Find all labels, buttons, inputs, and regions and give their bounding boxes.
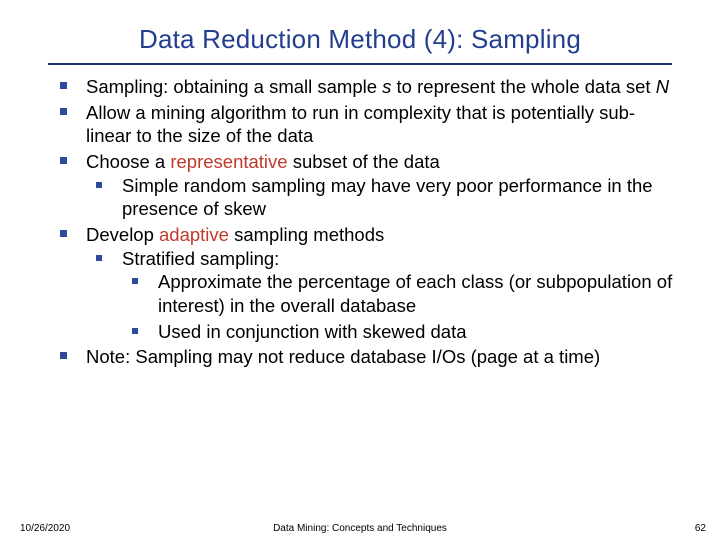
bullet-item: Stratified sampling: Approximate the per… (86, 247, 680, 344)
bullet-list-level2: Stratified sampling: Approximate the per… (86, 247, 680, 344)
text-fragment: subset of the data (288, 151, 440, 172)
slide-content: Sampling: obtaining a small sample s to … (0, 75, 720, 369)
text-fragment: Choose a (86, 151, 170, 172)
slide: Data Reduction Method (4): Sampling Samp… (0, 0, 720, 540)
bullet-text: Note: Sampling may not reduce database I… (86, 346, 600, 367)
bullet-item: Note: Sampling may not reduce database I… (50, 345, 680, 369)
bullet-item: Simple random sampling may have very poo… (86, 174, 680, 221)
bullet-item: Approximate the percentage of each class… (122, 270, 680, 317)
square-bullet-icon (96, 255, 102, 261)
bullet-text: Stratified sampling: (122, 248, 279, 269)
highlight-text: representative (170, 151, 287, 172)
square-bullet-icon (60, 82, 67, 89)
square-bullet-icon (60, 108, 67, 115)
square-bullet-icon (132, 278, 138, 284)
bullet-item: Used in conjunction with skewed data (122, 320, 680, 344)
bullet-list-level1: Sampling: obtaining a small sample s to … (50, 75, 680, 369)
bullet-list-level3: Approximate the percentage of each class… (122, 270, 680, 343)
text-fragment: Sampling: obtaining a small sample (86, 76, 382, 97)
text-fragment: sampling methods (229, 224, 384, 245)
square-bullet-icon (96, 182, 102, 188)
bullet-text: Used in conjunction with skewed data (158, 321, 467, 342)
bullet-text: Simple random sampling may have very poo… (122, 175, 653, 220)
bullet-text: Choose a representative subset of the da… (86, 151, 440, 172)
bullet-list-level2: Simple random sampling may have very poo… (86, 174, 680, 221)
bullet-text: Develop adaptive sampling methods (86, 224, 384, 245)
bullet-text: Sampling: obtaining a small sample s to … (86, 76, 669, 97)
slide-title: Data Reduction Method (4): Sampling (0, 0, 720, 63)
italic-text: N (656, 76, 669, 97)
square-bullet-icon (60, 157, 67, 164)
bullet-item: Sampling: obtaining a small sample s to … (50, 75, 680, 99)
bullet-text: Allow a mining algorithm to run in compl… (86, 102, 635, 147)
square-bullet-icon (60, 352, 67, 359)
highlight-text: adaptive (159, 224, 229, 245)
footer-center: Data Mining: Concepts and Techniques (0, 523, 720, 534)
bullet-text: Approximate the percentage of each class… (158, 271, 672, 316)
footer-page-number: 62 (695, 523, 706, 534)
bullet-item: Allow a mining algorithm to run in compl… (50, 101, 680, 148)
bullet-item: Choose a representative subset of the da… (50, 150, 680, 221)
square-bullet-icon (132, 328, 138, 334)
square-bullet-icon (60, 230, 67, 237)
text-fragment: Develop (86, 224, 159, 245)
bullet-item: Develop adaptive sampling methods Strati… (50, 223, 680, 343)
text-fragment: to represent the whole data set (391, 76, 655, 97)
title-divider (48, 63, 672, 65)
